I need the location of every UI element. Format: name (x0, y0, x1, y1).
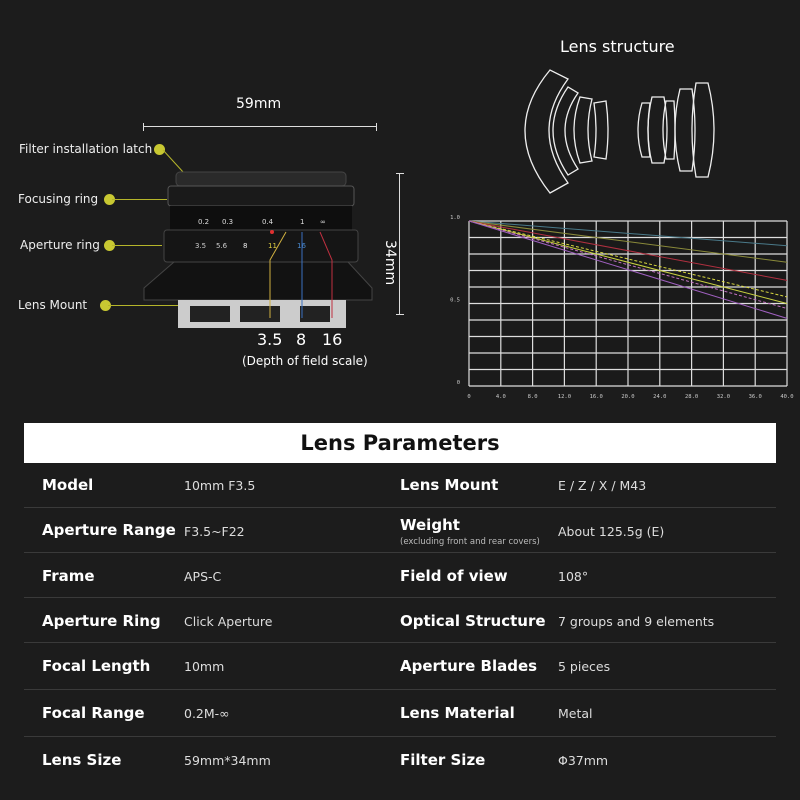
row-divider (24, 642, 776, 643)
row-divider (24, 507, 776, 508)
parameter-value: F3.5~F22 (184, 524, 245, 539)
mtf-series-line (468, 220, 788, 281)
dof-value: 16 (322, 330, 343, 349)
callout-line (112, 199, 167, 200)
mtf-series-line (468, 220, 788, 298)
callout-lens-mount: Lens Mount (18, 298, 88, 312)
svg-text:3.5: 3.5 (195, 242, 206, 250)
row-divider (24, 736, 776, 737)
callout-aperture-ring: Aperture ring (20, 238, 100, 252)
parameter-value: Φ37mm (558, 753, 609, 768)
parameter-name: Aperture Ring (42, 612, 161, 630)
callout-focusing-ring: Focusing ring (18, 192, 99, 206)
y-tick-label: 1.0 (450, 215, 460, 221)
parameter-name: Focal Length (42, 657, 151, 675)
parameter-name: Aperture Blades (400, 657, 538, 675)
svg-text:1: 1 (300, 218, 304, 226)
y-tick-label: 0 (457, 380, 460, 386)
parameter-value: Metal (558, 706, 593, 721)
callout-filter-latch: Filter installation latch (19, 142, 153, 156)
callout-line (108, 305, 196, 306)
lens-structure-diagram (524, 69, 715, 194)
x-tick-label: 16.0 (590, 394, 603, 400)
parameter-value: 59mm*34mm (184, 753, 271, 768)
x-tick-label: 32.0 (717, 394, 730, 400)
parameter-note: (excluding front and rear covers) (400, 537, 540, 547)
parameter-value: APS-C (184, 569, 222, 584)
lens-image: 0.2 0.3 0.4 1 ∞ 3.5 5.6 8 11 16 (143, 171, 373, 328)
x-tick-label: 40.0 (780, 394, 793, 400)
parameter-row: Focal Length 10mm Aperture Blades 5 piece… (24, 643, 776, 690)
lens-parameters-title: Lens Parameters (24, 423, 776, 463)
mtf-series-line (468, 220, 788, 247)
parameter-name: Weight (400, 516, 460, 534)
svg-text:0.2: 0.2 (198, 218, 209, 226)
height-dimension-line (396, 173, 404, 315)
parameter-value: About 125.5g (E) (558, 524, 665, 539)
parameter-row: Aperture Ring Click Aperture Optical Str… (24, 598, 776, 645)
dof-value: 3.5 (257, 330, 283, 349)
parameter-name: Focal Range (42, 704, 145, 722)
y-tick-label: 0.5 (450, 298, 460, 304)
parameter-name: Field of view (400, 567, 508, 585)
parameter-name: Optical Structure (400, 612, 546, 630)
parameter-row: Frame APS-C Field of view 108° (24, 553, 776, 600)
callout-dot (104, 240, 115, 251)
x-tick-label: 8.0 (528, 394, 538, 400)
parameter-value: 108° (558, 569, 589, 584)
row-divider (24, 597, 776, 598)
parameter-row: Focal Range 0.2M-∞ Lens Material Metal (24, 690, 776, 737)
x-tick-label: 28.0 (685, 394, 698, 400)
callout-dot (100, 300, 111, 311)
mtf-chart: 0 4.0 8.0 12.0 16.0 20.0 24.0 28.0 32.0 36.0 40.0 1… (450, 215, 794, 400)
parameter-name: Lens Material (400, 704, 515, 722)
parameter-name: Model (42, 476, 94, 494)
parameter-name: Frame (42, 567, 95, 585)
parameter-value: 5 pieces (558, 659, 611, 674)
callout-dot (154, 144, 165, 155)
dof-value: 8 (296, 330, 307, 349)
mtf-series-line (468, 220, 788, 319)
svg-text:5.6: 5.6 (216, 242, 228, 250)
svg-text:0.3: 0.3 (222, 218, 233, 226)
x-tick-label: 24.0 (653, 394, 666, 400)
mtf-series-line (468, 220, 788, 263)
width-label: 59mm (236, 96, 282, 112)
svg-text:8: 8 (243, 242, 247, 250)
parameter-value: Click Aperture (184, 614, 273, 629)
parameter-row: Model 10mm F3.5 Lens Mount E / Z / X / M4… (24, 462, 776, 509)
height-label: 34mm (382, 240, 398, 286)
parameter-row: Lens Size 59mm*34mm Filter Size Φ37mm (24, 737, 776, 784)
parameter-name: Aperture Range (42, 521, 176, 539)
x-tick-label: 0 (467, 394, 470, 400)
dof-caption: (Depth of field scale) (242, 354, 368, 368)
parameter-value: E / Z / X / M43 (558, 478, 647, 493)
row-divider (24, 689, 776, 690)
parameter-value: 0.2M-∞ (184, 706, 230, 721)
x-tick-label: 20.0 (621, 394, 634, 400)
parameter-value: 10mm F3.5 (184, 478, 256, 493)
parameter-name: Lens Mount (400, 476, 499, 494)
parameter-value: 10mm (184, 659, 225, 674)
x-tick-label: 36.0 (749, 394, 762, 400)
parameter-name: Lens Size (42, 751, 122, 769)
svg-text:∞: ∞ (320, 218, 326, 226)
parameter-row: Aperture Range F3.5~F22 Weight (excluding… (24, 508, 776, 555)
row-divider (24, 552, 776, 553)
parameter-name: Filter Size (400, 751, 486, 769)
mtf-series-line (468, 220, 788, 304)
callout-dot (104, 194, 115, 205)
width-dimension-line (143, 123, 377, 131)
dof-leader-lines (269, 231, 333, 318)
x-tick-label: 12.0 (558, 394, 571, 400)
lens-diagram: 59mm 34mm Filter installation latch Focu… (0, 0, 430, 400)
lens-structure-title: Lens structure (560, 37, 675, 56)
svg-text:0.4: 0.4 (262, 218, 274, 226)
x-tick-label: 4.0 (496, 394, 506, 400)
callout-line (112, 245, 162, 246)
parameter-value: 7 groups and 9 elements (558, 614, 715, 629)
svg-text:11: 11 (268, 242, 277, 250)
